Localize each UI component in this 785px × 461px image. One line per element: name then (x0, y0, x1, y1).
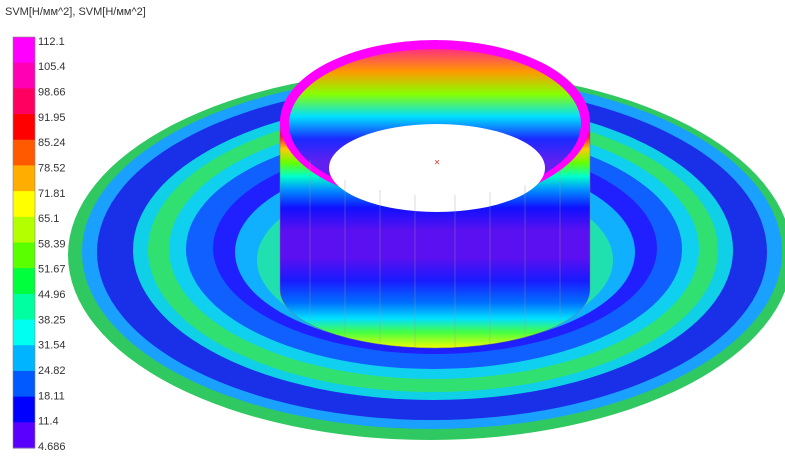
svg-text:×: × (434, 158, 440, 169)
viewport: × SVM[Н/мм^2], SVM[Н/мм^2] 112.1 105.4 98.6… (0, 0, 785, 461)
legend-band (13, 320, 35, 346)
legend-band (13, 140, 35, 166)
legend-level: 91.95 (38, 112, 66, 124)
legend-level: 65.1 (38, 213, 59, 225)
legend-band (13, 191, 35, 217)
legend-level: 18.11 (38, 390, 65, 402)
legend-band (13, 345, 35, 371)
legend-level: 44.96 (38, 289, 66, 301)
legend-level: 85.24 (38, 137, 66, 149)
legend-level: 71.81 (38, 188, 66, 200)
legend-level: 58.39 (38, 238, 66, 250)
legend-band (13, 88, 35, 114)
legend-level: 38.25 (38, 314, 66, 326)
legend-band (13, 268, 35, 294)
render: × SVM[Н/мм^2], SVM[Н/мм^2] 112.1 105.4 98.6… (0, 0, 785, 461)
legend-band (13, 422, 35, 448)
legend-level: 105.4 (38, 61, 66, 73)
legend-level: 4.686 (38, 441, 66, 453)
legend-band (13, 37, 35, 63)
legend-band (13, 371, 35, 397)
cylinder: × (280, 40, 590, 348)
legend-level: 24.82 (38, 365, 66, 377)
legend-level: 51.67 (38, 264, 66, 276)
legend-band (13, 63, 35, 89)
legend-band (13, 397, 35, 423)
legend-band (13, 165, 35, 191)
legend-band (13, 114, 35, 140)
legend-level: 11.4 (38, 416, 59, 428)
legend-level: 98.66 (38, 87, 66, 99)
legend-band (13, 294, 35, 320)
legend-band (13, 243, 35, 269)
legend-level: 112.1 (38, 36, 65, 48)
legend-level: 31.54 (38, 340, 66, 352)
legend-level: 78.52 (38, 162, 66, 174)
legend-title: SVM[Н/мм^2], SVM[Н/мм^2] (5, 6, 146, 18)
legend-band (13, 217, 35, 243)
